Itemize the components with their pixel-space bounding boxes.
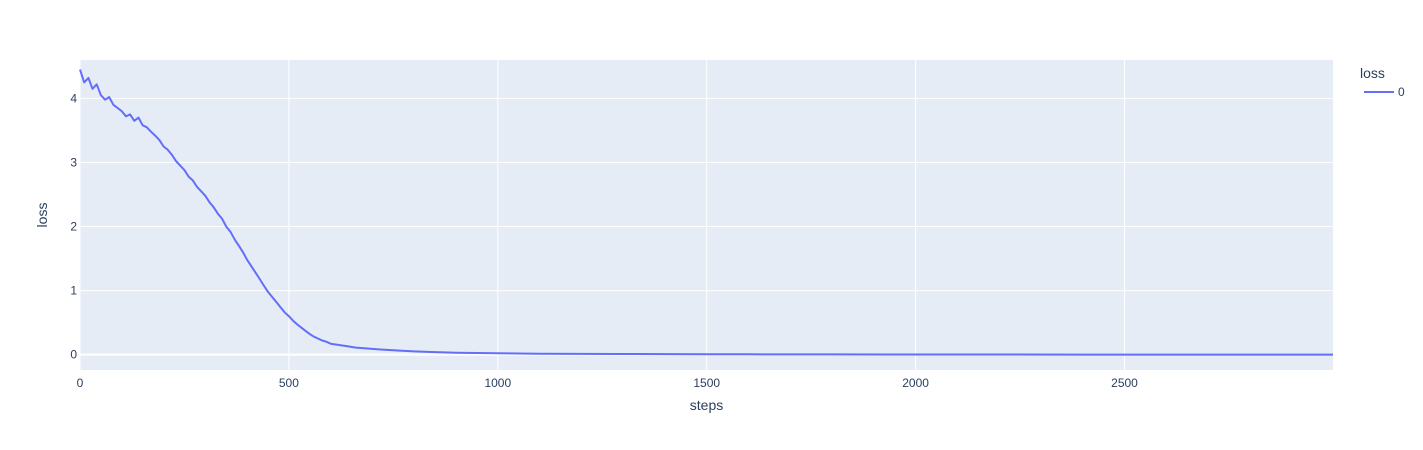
y-tick-label: 3 — [70, 155, 77, 169]
legend[interactable]: loss 0 — [1360, 65, 1405, 99]
legend-items[interactable]: 0 — [1364, 85, 1405, 99]
series-layer — [79, 69, 1333, 356]
tick-labels: 0 500 1000 1500 2000 2500 0 1 2 3 4 — [70, 91, 1138, 390]
y-tick-label: 1 — [70, 284, 77, 298]
y-tick-label: 2 — [70, 220, 77, 234]
legend-label[interactable]: 0 — [1398, 85, 1405, 99]
y-tick-label: 0 — [70, 348, 77, 362]
x-axis-title: steps — [690, 397, 723, 413]
x-tick-label: 500 — [279, 376, 299, 390]
x-tick-label: 2500 — [1111, 376, 1138, 390]
x-tick-label: 1500 — [693, 376, 720, 390]
y-axis-title: loss — [34, 203, 50, 228]
legend-title: loss — [1360, 65, 1385, 81]
series-line-0 — [79, 69, 1333, 356]
y-tick-label: 4 — [70, 91, 77, 105]
x-tick-label: 2000 — [902, 376, 929, 390]
x-tick-label: 1000 — [484, 376, 511, 390]
x-tick-label: 0 — [77, 376, 84, 390]
